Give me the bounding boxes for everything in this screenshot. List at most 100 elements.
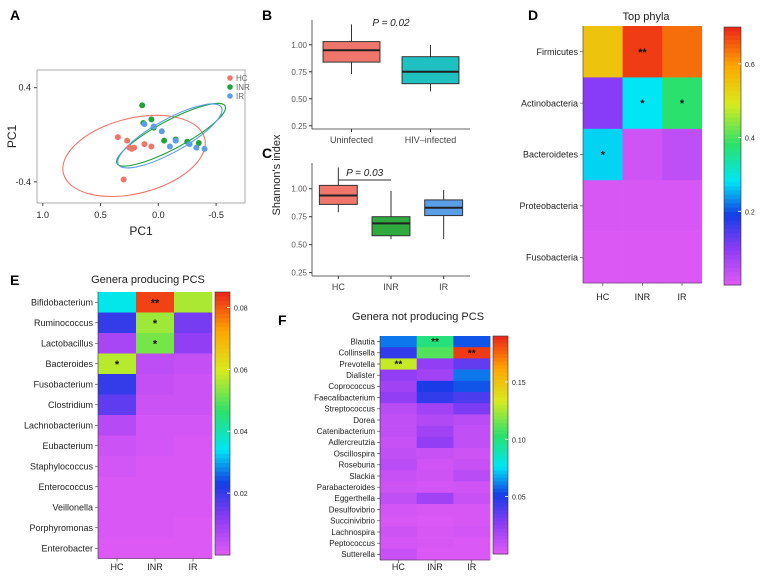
pcs-cell: [98, 415, 137, 436]
phyla-col-label: IR: [678, 292, 688, 302]
pcs-cell: [98, 292, 137, 313]
pcs-cell: [136, 517, 175, 539]
pca-point-inr: [139, 102, 146, 109]
nonpcs-row-label: Lachnospira: [331, 528, 375, 537]
nonpcs-significance-star: **: [431, 337, 439, 348]
nonpcs-colorbar-segment: [493, 463, 508, 468]
nonpcs-cell: [453, 470, 491, 482]
box-b-x-tick-label: HIV–infected: [405, 135, 457, 145]
nonpcs-col-label: IR: [467, 562, 477, 572]
nonpcs-colorbar-label: 0.05: [512, 495, 526, 502]
phyla-cell: [622, 26, 663, 78]
pcs-row-label: Fusobacterium: [33, 379, 93, 389]
nonpcs-colorbar-segment: [493, 390, 508, 395]
nonpcs-row-label: Slackia: [349, 472, 375, 481]
nonpcs-colorbar-segment: [493, 357, 508, 362]
pcs-colorbar-label: 0.02: [234, 491, 248, 498]
nonpcs-cell: [416, 492, 454, 505]
pcs-colorbar-segment: [215, 550, 230, 556]
phyla-colorbar-segment: [724, 91, 741, 97]
pcs-row-label: Lachnobacterium: [24, 420, 93, 430]
pcs-colorbar-segment: [215, 546, 230, 552]
phyla-title: Top phyla: [622, 11, 670, 23]
pcs-colorbar-segment: [215, 340, 230, 346]
pca-legend-marker-inr: [227, 84, 233, 90]
phyla-colorbar-segment: [724, 74, 741, 80]
box-b-box-0: [322, 41, 381, 63]
pcs-colorbar-segment: [215, 432, 230, 438]
pcs-row-label: Clostridium: [48, 400, 93, 410]
phyla-colorbar-segment: [724, 216, 741, 221]
pcs-colorbar-segment: [215, 467, 230, 473]
heatmap-genera-producing-pcs: Genera producing PCS**Bifidobacterium*Ru…: [24, 274, 248, 572]
phyla-colorbar-segment: [724, 65, 741, 71]
pcs-cell: [136, 497, 175, 518]
pcs-cell: [136, 435, 175, 457]
phyla-colorbar-segment: [724, 177, 741, 183]
box-c-y-tick-label: 0.25: [291, 269, 307, 278]
nonpcs-colorbar-segment: [493, 354, 508, 359]
pcs-colorbar-segment: [215, 436, 230, 442]
nonpcs-cell: [453, 380, 491, 393]
nonpcs-row-label: Peptococcus: [329, 539, 375, 548]
pcs-colorbar-segment: [215, 458, 230, 464]
nonpcs-colorbar-segment: [493, 466, 508, 471]
pcs-cell: [174, 312, 213, 334]
nonpcs-cell: [453, 358, 491, 370]
nonpcs-colorbar-segment: [493, 470, 508, 475]
pcs-cell: [136, 394, 175, 416]
nonpcs-colorbar-segment: [493, 350, 508, 355]
nonpcs-col-label: HC: [392, 562, 405, 572]
nonpcs-cell: [380, 492, 417, 505]
nonpcs-colorbar-segment: [493, 336, 508, 341]
pcs-col-label: HC: [111, 562, 124, 572]
phyla-colorbar-segment: [724, 168, 741, 174]
shannon-boxplot-infection: 0.25 0.50 0.75 1.00 Uninfected HIV–infected P …: [291, 18, 470, 145]
pcs-cell: [136, 374, 175, 395]
nonpcs-colorbar-segment: [493, 543, 508, 548]
phyla-cell: [622, 231, 663, 284]
nonpcs-cell: [453, 481, 491, 494]
nonpcs-cell: [453, 336, 491, 348]
pcs-colorbar-segment: [215, 322, 230, 328]
phyla-colorbar-segment: [724, 100, 741, 105]
nonpcs-colorbar-segment: [493, 346, 508, 352]
pcs-cell: [98, 497, 137, 518]
pca-point-ir: [193, 144, 200, 151]
pcs-colorbar-segment: [215, 515, 230, 521]
nonpcs-colorbar-segment: [493, 495, 508, 500]
pcs-cell: [136, 353, 175, 375]
phyla-col-label: HC: [596, 292, 609, 302]
nonpcs-cell: [416, 358, 454, 370]
nonpcs-significance-star: **: [394, 360, 402, 371]
nonpcs-colorbar-segment: [493, 372, 508, 377]
pcs-row-label: Enterococcus: [38, 482, 93, 492]
pca-legend-marker-ir: [227, 93, 233, 99]
phyla-colorbar-segment: [724, 147, 741, 153]
nonpcs-colorbar-segment: [493, 383, 508, 388]
pcs-cell: [136, 292, 175, 313]
nonpcs-cell: [380, 481, 417, 494]
phyla-significance-star: *: [640, 98, 645, 110]
pcs-cell: [136, 538, 175, 559]
phyla-colorbar-segment: [724, 61, 741, 67]
nonpcs-row-label: Streptococcus: [324, 405, 375, 414]
pcs-cell: [174, 476, 213, 498]
pcs-cell: [174, 394, 213, 416]
pcs-colorbar-segment: [215, 484, 230, 490]
nonpcs-colorbar-frame: [492, 335, 509, 555]
pcs-col-label: INR: [147, 562, 163, 572]
pcs-significance-star: *: [153, 338, 158, 350]
phyla-colorbar-segment: [724, 229, 741, 234]
nonpcs-cell: [416, 436, 454, 449]
nonpcs-cell: [380, 414, 417, 426]
pcs-cell: [174, 497, 213, 518]
pcs-significance-star: **: [151, 297, 160, 309]
pca-legend-label: HC: [236, 74, 248, 83]
phyla-colorbar-segment: [724, 242, 741, 247]
panel-label-f: F: [278, 312, 287, 328]
pcs-colorbar-segment: [215, 366, 230, 372]
nonpcs-cell: [453, 548, 491, 561]
pca-ellipse-inr: [116, 102, 227, 167]
